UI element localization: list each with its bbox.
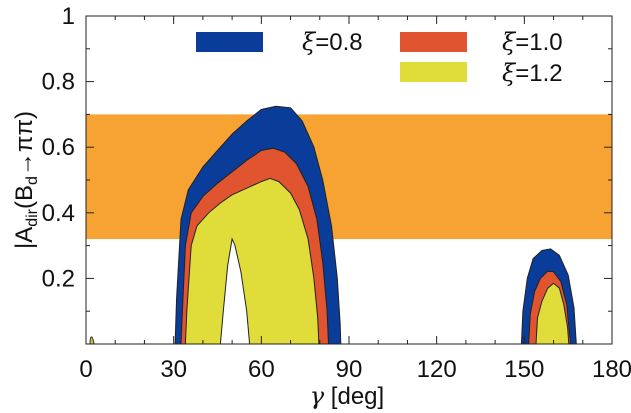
- legend-xi-symbol: ξ: [302, 28, 317, 56]
- legend-label-xi-1-2: ξ=1.2: [502, 59, 563, 87]
- y-axis-A-sub: dir: [24, 208, 41, 226]
- legend-swatch-xi-1-2: [400, 62, 467, 82]
- x-tick-label: 120: [417, 356, 457, 383]
- y-axis-title: |Adir(Bd→ππ): [11, 111, 41, 249]
- y-axis-A: A: [11, 227, 38, 243]
- excluded-region: [219, 237, 251, 344]
- legend-xi-value: =0.8: [315, 29, 362, 56]
- y-tick-label: 0.8: [42, 69, 75, 96]
- x-tick-label: 180: [592, 356, 631, 383]
- legend: ξ=0.8 ξ=1.0 ξ=1.2: [196, 28, 563, 87]
- series-2-region-1: [535, 282, 570, 344]
- legend-xi-symbol: ξ: [502, 59, 517, 87]
- y-tick-label: 0.4: [42, 200, 75, 227]
- x-tick-label: 0: [79, 356, 92, 383]
- plot-area: 0 30 60 90 120 150 180 0.2 0.4 0.6 0.8 1: [42, 3, 631, 383]
- band-rect: [86, 114, 612, 240]
- y-axis-arrow-pipi: →ππ): [11, 111, 38, 176]
- legend-label-xi-0-8: ξ=0.8: [302, 28, 363, 56]
- y-axis-B-sub: d: [24, 176, 41, 185]
- x-tick-label: 30: [160, 356, 187, 383]
- legend-xi-value: =1.2: [515, 60, 562, 87]
- series-2-region-0: [184, 177, 320, 344]
- series-layer: [174, 105, 577, 344]
- y-axis-paren-B: (B: [11, 185, 38, 209]
- x-tick-label: 90: [336, 356, 363, 383]
- legend-xi-value: =1.0: [515, 29, 562, 56]
- legend-xi-symbol: ξ: [502, 28, 517, 56]
- tick-layer: 0 30 60 90 120 150 180 0.2 0.4 0.6 0.8 1: [42, 3, 631, 383]
- band-layer: [86, 114, 612, 240]
- x-axis-title: γ [deg]: [310, 382, 384, 410]
- y-tick-label: 1: [62, 3, 75, 30]
- y-axis-bar: |: [11, 243, 38, 249]
- x-tick-label: 60: [248, 356, 275, 383]
- y-tick-label: 0.2: [42, 265, 75, 292]
- y-tick-label: 0.6: [42, 134, 75, 161]
- legend-swatch-xi-1-0: [400, 32, 467, 52]
- x-tick-label: 150: [504, 356, 544, 383]
- x-axis-gamma-symbol: γ: [310, 382, 325, 410]
- x-axis-unit: [deg]: [324, 383, 384, 410]
- legend-label-xi-1-0: ξ=1.0: [502, 28, 563, 56]
- legend-swatch-xi-0-8: [196, 32, 263, 52]
